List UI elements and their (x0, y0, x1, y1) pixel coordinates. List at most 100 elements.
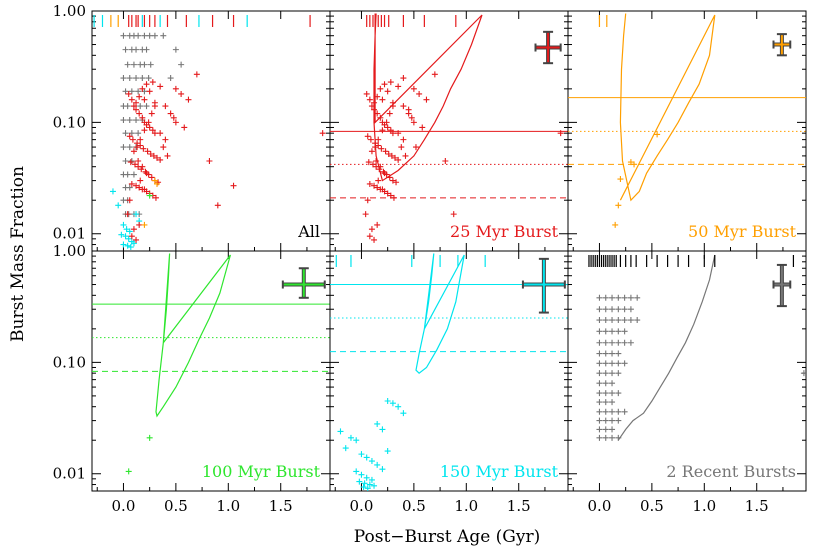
panel-4-model-curve (155, 253, 231, 418)
panel-1-point (172, 46, 179, 53)
panel-3-point (631, 161, 638, 168)
panel-6-point (596, 350, 603, 357)
panel-5-point (374, 420, 381, 427)
panel-2-point (374, 93, 381, 100)
panel-2-point (362, 211, 369, 218)
panel-5-point (360, 484, 367, 491)
panel-1-point (131, 161, 138, 168)
panel-1-point (137, 142, 144, 149)
panel-1-point (129, 136, 136, 143)
panel-6-point (615, 339, 622, 346)
panel-4-y-tick-label: 1.00 (53, 242, 86, 260)
panel-1-point (139, 85, 146, 92)
panel-5-point (363, 454, 370, 461)
panel-5-point (356, 478, 363, 485)
panel-2-data (330, 13, 568, 243)
panel-6-label: 2 Recent Bursts (666, 462, 796, 481)
panel-6-point (596, 390, 603, 397)
panel-6-point (596, 328, 603, 335)
panel-1-point (120, 241, 127, 248)
panel-2-point (387, 192, 394, 199)
panel-1-point (164, 152, 171, 159)
panel-2-point (389, 130, 396, 137)
panel-6-point (609, 370, 616, 377)
panel-1-point (115, 202, 122, 209)
panel-1-point (167, 110, 174, 117)
panel-5-point (342, 445, 349, 452)
panel-6-point (602, 408, 609, 415)
panel-1-point (127, 244, 134, 251)
panel-3-point (617, 176, 624, 183)
panel-2-label: 25 Myr Burst (450, 222, 559, 241)
panel-5-point (371, 482, 378, 489)
panel-6-point (609, 417, 616, 424)
panel-6-point (634, 317, 641, 324)
panel-1-point (133, 211, 140, 218)
panel-5-point (353, 437, 360, 444)
panel-2-point (371, 106, 378, 113)
panel-1-point (206, 157, 213, 164)
panel-6-point (596, 434, 603, 441)
panel-6-point (621, 339, 628, 346)
panel-1-point (141, 127, 148, 134)
panel-6-point (602, 380, 609, 387)
panel-1-point (149, 79, 156, 86)
panel-6-point (596, 399, 603, 406)
panel-1-point (137, 136, 144, 143)
panel-6-point (627, 317, 634, 324)
panel-1-data (93, 15, 326, 251)
panel-5-x-tick-label: 0.5 (402, 497, 426, 515)
panel-1-point (151, 130, 158, 137)
panel-1-point (137, 103, 144, 110)
panel-1-point (133, 182, 140, 189)
panel-1-point (145, 75, 152, 82)
panel-1-point (124, 103, 131, 110)
panel-5-x-tick-label: 1.5 (507, 497, 531, 515)
panel-1-point (128, 130, 135, 137)
panel-2-point (369, 161, 376, 168)
panel-4-point (146, 434, 153, 441)
panel-1-point (147, 151, 154, 158)
panel-1-point (170, 114, 177, 121)
panel-2-point (375, 136, 382, 143)
panel-1-point (147, 61, 154, 68)
panel-1-point (148, 110, 155, 117)
panel-3-data (568, 13, 806, 228)
panel-1-point (172, 85, 179, 92)
panel-1-point (142, 168, 149, 175)
panel-2-point (395, 130, 402, 137)
panel-1-point (122, 88, 129, 95)
panel-1-point (130, 171, 137, 178)
panel-6-point (602, 426, 609, 433)
panel-2-point (392, 154, 399, 161)
panel-6-point (596, 294, 603, 301)
panel-1-point (135, 32, 142, 39)
panel-1-point (130, 148, 137, 155)
panel-1-point (133, 75, 140, 82)
panel-5-point (353, 468, 360, 475)
panel-4-x-tick-label: 1.0 (216, 497, 240, 515)
panel-1-point (162, 136, 169, 143)
panel-6-point (609, 380, 616, 387)
panel-2-point (393, 179, 400, 186)
panel-2-point (374, 184, 381, 191)
panel-5-point (374, 461, 381, 468)
panel-1-point (167, 75, 174, 82)
panel-2-point (368, 148, 375, 155)
panel-1-point (162, 103, 169, 110)
panel-1-point (160, 32, 167, 39)
panel-2-point (412, 144, 419, 151)
panel-6-point (615, 360, 622, 367)
panel-1-point (122, 157, 129, 164)
panel-5-point (379, 466, 386, 473)
panel-6-point (634, 294, 641, 301)
panel-6-point (609, 399, 616, 406)
panel-1-point (135, 88, 142, 95)
panel-1-point (125, 235, 132, 242)
panel-4-y-tick-label: 0.10 (53, 353, 86, 371)
panel-6-point (609, 328, 616, 335)
panel-6-point (609, 426, 616, 433)
panel-6-point (609, 339, 616, 346)
panel-2-point (379, 186, 386, 193)
panel-2-point (379, 96, 386, 103)
